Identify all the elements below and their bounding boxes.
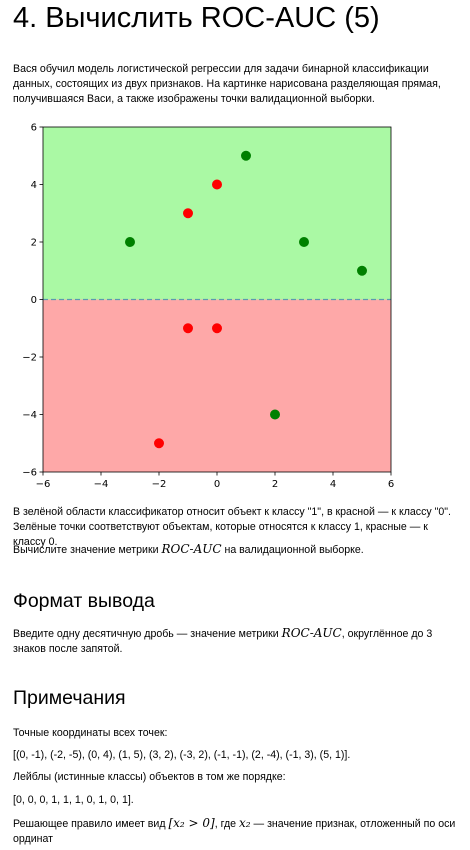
region-class-1 <box>43 127 391 300</box>
labels-label: Лейблы (истинные классы) объектов в том … <box>13 771 286 783</box>
output-format-text: Введите одну десятичную дробь — значение… <box>13 626 463 657</box>
data-point <box>212 323 222 334</box>
task-text: Вычислите значение метрики ROC-AUC на ва… <box>13 542 463 558</box>
y-tick-label: −6 <box>22 468 37 479</box>
rule-suffix: — значение признак, отложенный по оси ор… <box>13 818 456 845</box>
y-tick-label: 4 <box>31 180 37 191</box>
x-tick-label: 6 <box>388 479 394 490</box>
decision-rule-text: Решающее правило имеет вид [x₂ > 0], где… <box>13 816 463 847</box>
rule-prefix: Решающее правило имеет вид <box>13 818 169 830</box>
output-prefix: Введите одну десятичную дробь — значение… <box>13 628 282 640</box>
data-point <box>241 150 251 161</box>
x-tick-label: −2 <box>152 479 167 490</box>
data-point <box>212 179 222 190</box>
x-tick-label: 4 <box>330 479 336 490</box>
output-metric: ROC-AUC <box>281 626 342 640</box>
data-point <box>183 323 193 334</box>
data-point <box>270 409 280 420</box>
data-point <box>125 237 135 247</box>
x-tick-label: −4 <box>94 479 109 490</box>
rule-mid: , где <box>214 818 240 830</box>
y-tick-label: 0 <box>31 295 37 306</box>
task-suffix: на валидационной выборке. <box>221 544 364 556</box>
labels-value: [0, 0, 0, 1, 1, 1, 0, 1, 0, 1]. <box>13 794 134 806</box>
data-point <box>183 208 193 219</box>
x-tick-label: −6 <box>36 479 51 490</box>
x-tick-label: 0 <box>214 479 220 490</box>
y-tick-label: −4 <box>22 410 37 421</box>
x-tick-label: 2 <box>272 479 278 490</box>
data-point <box>357 265 367 276</box>
output-format-heading: Формат вывода <box>13 590 155 612</box>
data-point <box>299 237 309 247</box>
decision-boundary-plot: −6 −4 −2 0 2 4 6 −6 −4 −2 0 2 4 6 <box>22 123 394 491</box>
task-prefix: Вычислите значение метрики <box>13 544 162 556</box>
y-tick-label: −2 <box>22 353 37 364</box>
task-metric: ROC-AUC <box>161 542 222 556</box>
output-suffix: , округлённое до 3 знаков после запятой. <box>13 628 433 655</box>
page-title: 4. Вычислить ROC-AUC (5) <box>13 2 380 34</box>
coords-value: [(0, -1), (-2, -5), (0, 4), (1, 5), (3, … <box>13 749 351 761</box>
notes-heading: Примечания <box>13 687 126 709</box>
coords-label: Точные координаты всех точек: <box>13 727 168 739</box>
y-tick-label: 6 <box>31 123 37 134</box>
y-tick-label: 2 <box>31 238 37 249</box>
data-point <box>154 438 164 449</box>
rule-variable: x₂ <box>239 816 251 830</box>
intro-paragraph: Вася обучил модель логистической регресс… <box>13 63 441 105</box>
classes-explanation: В зелёной области классификатор относит … <box>13 506 451 548</box>
rule-formula: [x₂ > 0] <box>168 816 215 830</box>
